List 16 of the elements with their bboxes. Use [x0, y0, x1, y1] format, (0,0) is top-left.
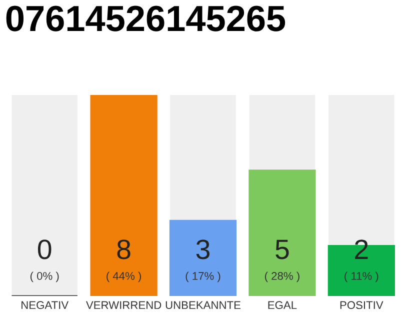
- x-tick-label: VERWIRREND: [86, 301, 162, 309]
- annotation: ( 11% ): [344, 272, 378, 282]
- x-tick-label: NEGATIV: [22, 301, 69, 310]
- data-label: 0: [38, 240, 52, 260]
- annotation: ( 44% ): [106, 272, 142, 282]
- x-tick-label: UNBEKANNTE: [166, 301, 240, 310]
- x-tick-label: POSITIV: [340, 301, 384, 310]
- data-label: 8: [117, 240, 130, 260]
- annotation: ( 0% ): [30, 272, 59, 282]
- data-label: 2: [355, 240, 368, 259]
- annotation: ( 17% ): [186, 272, 220, 282]
- annotation: ( 28% ): [264, 272, 300, 282]
- x-tick-label: EGAL: [268, 301, 297, 310]
- data-label: 5: [276, 240, 289, 260]
- chart-title: 07614526145265: [6, 6, 286, 32]
- data-label: 3: [196, 240, 210, 260]
